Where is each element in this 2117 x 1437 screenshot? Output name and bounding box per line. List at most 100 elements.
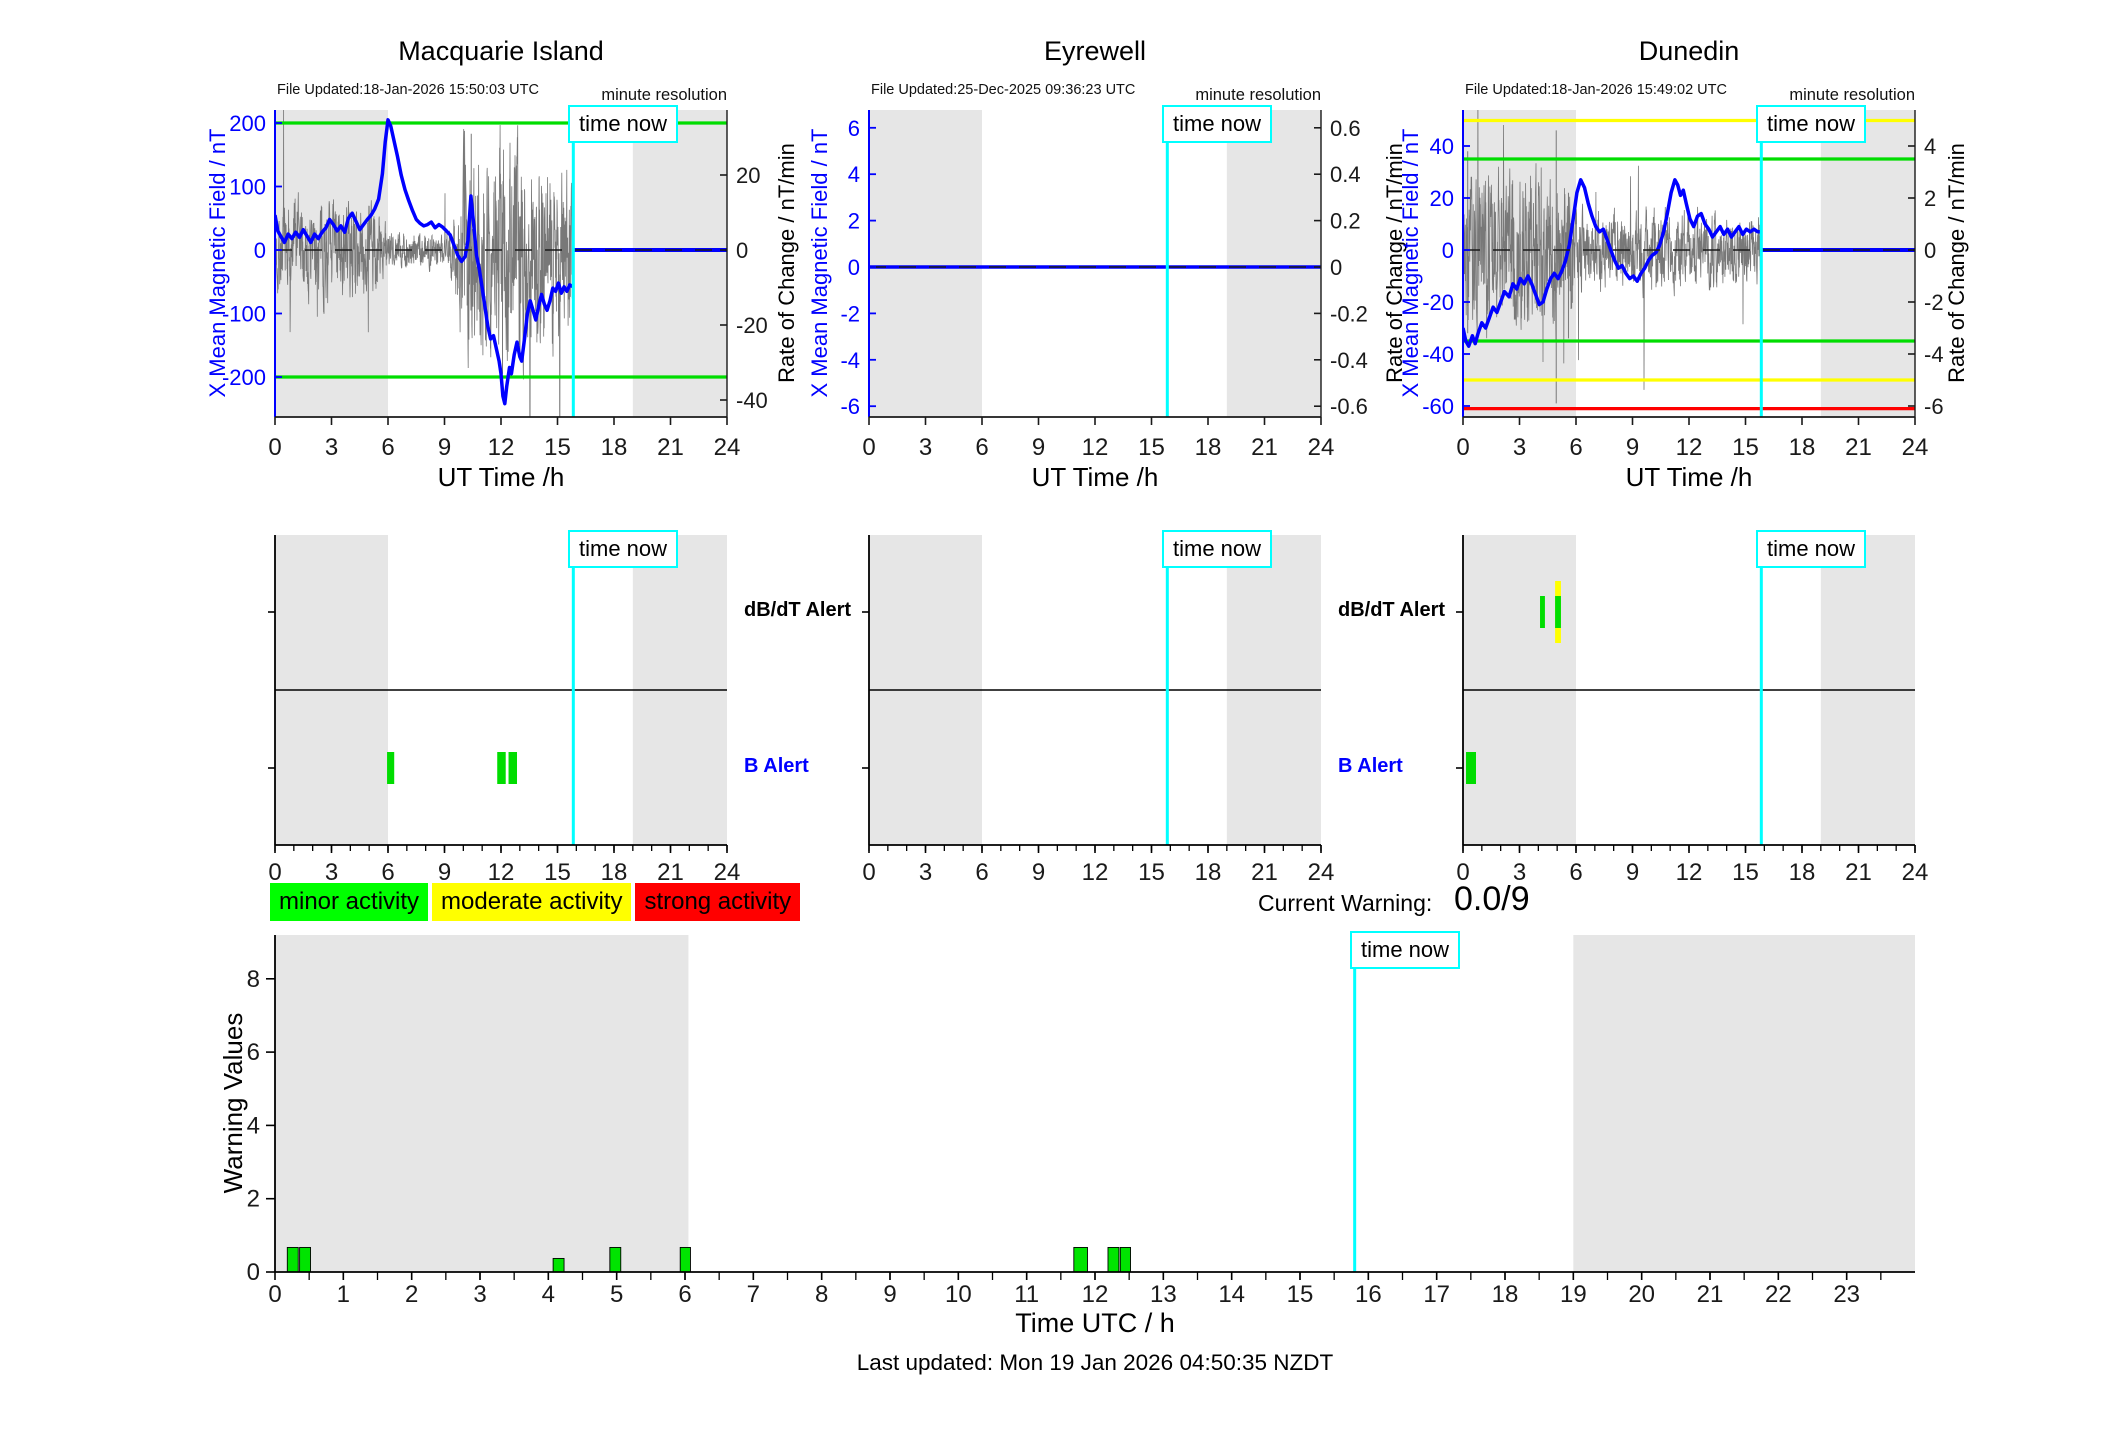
night-shade-band <box>1573 935 1915 1272</box>
station-title: Eyrewell <box>1043 36 1147 66</box>
y-tick-label-right: 0.4 <box>1330 162 1361 187</box>
y-tick-label-left: 0 <box>1442 238 1454 263</box>
db-dt-alert-bar <box>1555 596 1561 628</box>
x-tick-label: 10 <box>945 1281 972 1308</box>
x-tick-label: 12 <box>1082 859 1109 886</box>
warning-value-bar <box>609 1246 622 1273</box>
db-dt-alert-label: dB/dT Alert <box>1338 599 1446 621</box>
b-alert-bar <box>508 752 518 784</box>
x-tick-label: 11 <box>1014 1281 1039 1308</box>
x-tick-label: 18 <box>1195 434 1222 461</box>
time-now-label: time now <box>1162 105 1273 144</box>
y-tick-label: 4 <box>247 1112 260 1139</box>
rate-of-change-noise-line <box>1463 110 1762 417</box>
y-tick-label-right: 20 <box>736 163 760 188</box>
warning-y-axis-label: Warning Values <box>218 1012 248 1194</box>
x-tick-label: 3 <box>1513 434 1526 461</box>
x-tick-label: 23 <box>1833 1281 1860 1308</box>
x-tick-label: 19 <box>1560 1281 1587 1308</box>
y-tick-label-right: -2 <box>1924 290 1944 315</box>
x-tick-label: 6 <box>381 434 394 461</box>
x-tick-label: 12 <box>488 859 515 886</box>
x-tick-label: 9 <box>883 1281 896 1308</box>
y-tick-label-left: -6 <box>840 394 860 419</box>
x-tick-label: 21 <box>1845 434 1872 461</box>
x-tick-label: 9 <box>1032 859 1045 886</box>
x-tick-label: 6 <box>975 434 988 461</box>
y-tick-label: 2 <box>247 1186 260 1213</box>
y-tick-label-left: -20 <box>1422 290 1454 315</box>
x-tick-label: 9 <box>1626 434 1639 461</box>
y-tick-label-left: 0 <box>848 255 860 280</box>
y-tick-label: 6 <box>247 1039 260 1066</box>
x-tick-label: 6 <box>975 859 988 886</box>
warning-value-bar <box>1107 1246 1120 1273</box>
y-tick-label-left: 100 <box>229 175 266 200</box>
y-tick-label-left: -100 <box>222 302 266 327</box>
x-tick-label: 12 <box>1676 859 1703 886</box>
x-tick-label: 6 <box>381 859 394 886</box>
y-tick-label-right: 2 <box>1924 186 1936 211</box>
x-tick-label: 0 <box>268 1281 281 1308</box>
night-shade-band <box>869 110 982 417</box>
x-tick-label: 14 <box>1218 1281 1245 1308</box>
night-shade-band <box>1226 110 1321 417</box>
y-tick-label-right: -20 <box>736 313 768 338</box>
y-tick-label-right: 0 <box>1330 255 1342 280</box>
x-tick-label: 0 <box>862 859 875 886</box>
x-tick-label: 21 <box>1845 859 1872 886</box>
x-tick-label: 2 <box>405 1281 418 1308</box>
warning-value-bar <box>299 1246 311 1273</box>
x-tick-label: 0 <box>268 434 281 461</box>
file-updated-text: File Updated:18-Jan-2026 15:49:02 UTC <box>1465 82 1727 98</box>
resolution-note: minute resolution <box>1195 86 1321 104</box>
y-axis-label-right: Rate of Change / nT/min <box>774 143 799 383</box>
x-tick-label: 5 <box>610 1281 623 1308</box>
x-tick-label: 0 <box>268 859 281 886</box>
x-tick-label: 0 <box>1456 859 1469 886</box>
x-tick-label: 12 <box>1082 434 1109 461</box>
y-tick-label-right: -0.4 <box>1330 348 1368 373</box>
x-tick-label: 15 <box>1287 1281 1314 1308</box>
time-now-label: time now <box>1350 931 1461 970</box>
x-tick-label: 13 <box>1150 1281 1177 1308</box>
mean-field-line <box>1463 178 1762 348</box>
mean-field-line <box>275 118 575 406</box>
x-tick-label: 6 <box>678 1281 691 1308</box>
x-tick-label: 18 <box>1789 859 1816 886</box>
x-tick-label: 24 <box>714 859 741 886</box>
warning-value-bar <box>286 1246 299 1273</box>
x-tick-label: 21 <box>1697 1281 1724 1308</box>
station-title: Dunedin <box>1638 36 1740 66</box>
warning-x-axis-label: Time UTC / h <box>1015 1308 1175 1338</box>
y-tick-label-right: 4 <box>1924 134 1936 159</box>
y-axis-label-left: X Mean Magnetic Field / nT <box>205 128 230 398</box>
x-tick-label: 12 <box>1676 434 1703 461</box>
x-tick-label: 22 <box>1765 1281 1792 1308</box>
file-updated-text: File Updated:25-Dec-2025 09:36:23 UTC <box>871 82 1136 98</box>
y-tick-label-right: 0.2 <box>1330 209 1361 234</box>
y-tick-label-right: 0 <box>736 238 748 263</box>
x-tick-label: 15 <box>544 859 571 886</box>
x-tick-label: 6 <box>1569 859 1582 886</box>
x-tick-label: 8 <box>815 1281 828 1308</box>
time-now-label: time now <box>568 530 679 569</box>
y-tick-label-right: 0 <box>1924 238 1936 263</box>
y-tick-label: 0 <box>247 1259 260 1286</box>
time-now-label: time now <box>1756 105 1867 144</box>
x-tick-label: 15 <box>1138 859 1165 886</box>
y-tick-label-left: 4 <box>848 162 860 187</box>
y-axis-label-left: X Mean Magnetic Field / nT <box>807 128 832 398</box>
y-tick-label-left: -4 <box>840 348 860 373</box>
x-axis-label: UT Time /h <box>1031 462 1159 492</box>
x-tick-label: 21 <box>657 434 684 461</box>
x-tick-label: 18 <box>1789 434 1816 461</box>
x-tick-label: 0 <box>1456 434 1469 461</box>
current-warning-label: Current Warning: <box>1258 890 1433 916</box>
db-dt-alert-label: dB/dT Alert <box>744 599 852 621</box>
y-tick-label-left: -40 <box>1422 342 1454 367</box>
warning-value-bar <box>1119 1246 1131 1273</box>
x-tick-label: 24 <box>1308 434 1335 461</box>
y-tick-label-left: 20 <box>1430 186 1454 211</box>
night-shade-band <box>1820 110 1915 417</box>
